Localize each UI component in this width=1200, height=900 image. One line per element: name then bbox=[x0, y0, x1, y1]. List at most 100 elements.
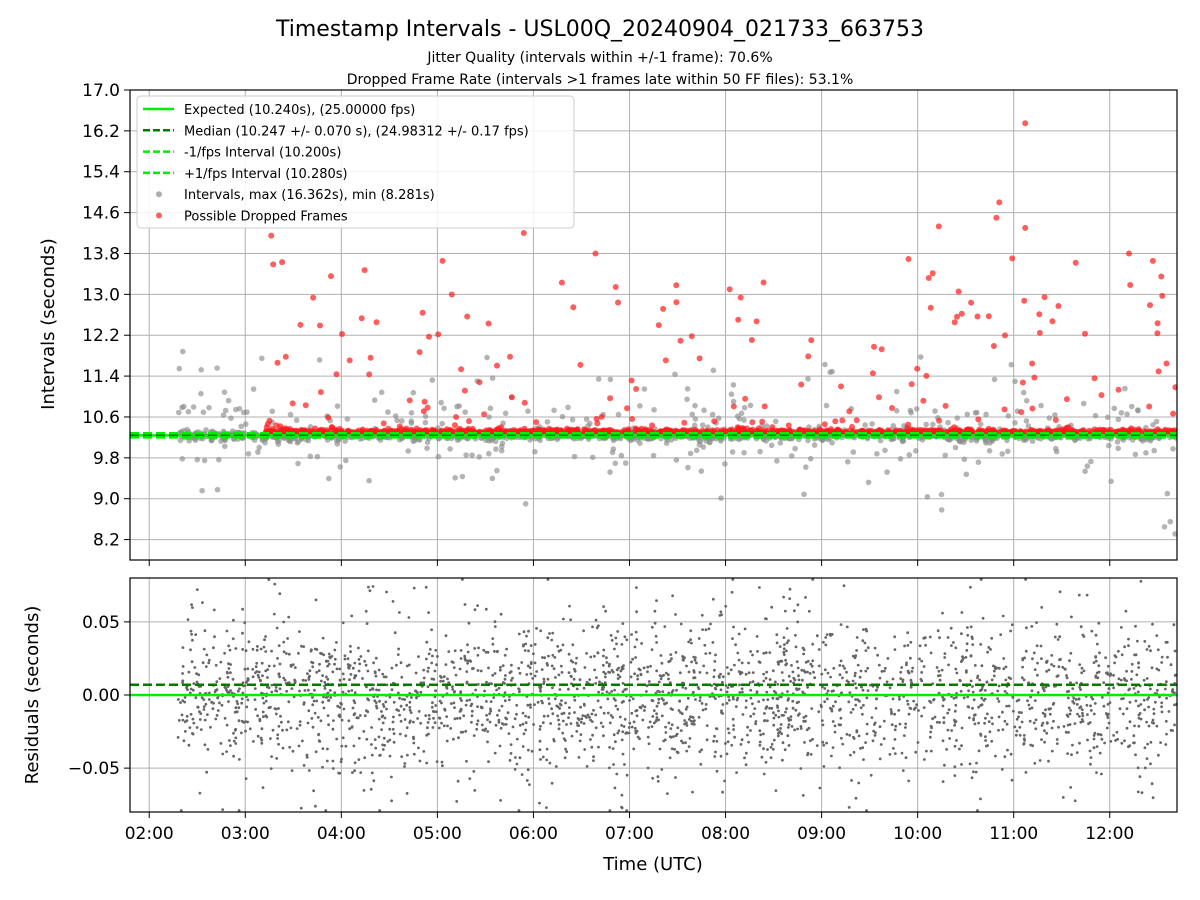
residual-point bbox=[802, 716, 806, 719]
residual-point bbox=[1173, 703, 1176, 707]
residual-point bbox=[527, 629, 530, 633]
residual-point bbox=[897, 709, 901, 712]
residual-point bbox=[500, 704, 504, 708]
residual-point bbox=[1013, 725, 1017, 729]
residual-point bbox=[375, 688, 378, 692]
dropped-frame-point bbox=[282, 353, 289, 360]
interval-point bbox=[410, 389, 417, 396]
residual-point bbox=[697, 715, 701, 719]
residual-point bbox=[282, 650, 286, 654]
residual-point bbox=[698, 671, 702, 674]
residual-point bbox=[700, 748, 704, 752]
residual-point bbox=[259, 647, 263, 651]
interval-point bbox=[609, 449, 616, 456]
residual-point bbox=[774, 713, 778, 717]
residual-point bbox=[694, 656, 697, 659]
dropped-frame-point bbox=[494, 362, 500, 369]
residual-point bbox=[470, 714, 474, 718]
residual-point bbox=[328, 655, 332, 659]
residual-point bbox=[954, 646, 958, 650]
residual-point bbox=[647, 726, 650, 729]
residual-point bbox=[820, 705, 823, 709]
residual-point bbox=[751, 671, 755, 674]
bottom-x-tick-label: 09:00 bbox=[797, 824, 846, 844]
dropped-frame-point bbox=[317, 389, 324, 396]
residual-point bbox=[418, 759, 422, 763]
interval-point bbox=[243, 421, 249, 427]
dropped-frame-point bbox=[905, 421, 912, 428]
residual-point bbox=[979, 578, 983, 581]
residual-point bbox=[1061, 796, 1065, 799]
residual-point bbox=[237, 719, 241, 723]
residual-point bbox=[590, 712, 594, 716]
dropped-frame-point bbox=[1029, 405, 1036, 412]
interval-point bbox=[673, 457, 680, 463]
residual-point bbox=[807, 609, 811, 613]
residual-point bbox=[629, 675, 633, 679]
residual-point bbox=[234, 727, 238, 731]
residual-point bbox=[545, 662, 549, 665]
dropped-frame-point bbox=[451, 422, 458, 429]
residual-point bbox=[181, 665, 185, 668]
residual-point bbox=[281, 746, 285, 750]
residual-point bbox=[1080, 671, 1084, 675]
residual-point bbox=[1085, 593, 1089, 597]
residual-point bbox=[778, 645, 782, 648]
residual-point bbox=[712, 675, 716, 679]
top-y-tick-label: 9.8 bbox=[93, 449, 120, 469]
residual-point bbox=[1040, 738, 1043, 741]
interval-point bbox=[316, 357, 323, 363]
residual-point bbox=[908, 706, 912, 710]
residual-point bbox=[616, 630, 620, 633]
residual-point bbox=[243, 684, 247, 687]
residual-point bbox=[787, 719, 791, 722]
dropped-frame-point bbox=[317, 322, 323, 329]
residual-point bbox=[747, 671, 751, 675]
residual-point bbox=[950, 644, 953, 647]
residual-point bbox=[466, 650, 470, 654]
dropped-frame-point bbox=[853, 417, 860, 424]
residual-point bbox=[646, 670, 649, 674]
residual-point bbox=[659, 677, 663, 681]
residual-point bbox=[1010, 778, 1014, 782]
residual-point bbox=[721, 680, 724, 684]
residual-point bbox=[214, 717, 218, 721]
residual-point bbox=[341, 736, 345, 740]
residual-point bbox=[473, 608, 477, 612]
residual-point bbox=[1081, 720, 1085, 723]
residual-point bbox=[712, 739, 715, 743]
dropped-frame-point bbox=[935, 223, 942, 230]
residual-point bbox=[1036, 661, 1039, 665]
residual-point bbox=[862, 628, 865, 631]
residual-point bbox=[542, 680, 546, 683]
residual-point bbox=[987, 720, 991, 724]
residual-point bbox=[978, 678, 982, 682]
interval-point bbox=[850, 449, 857, 455]
dropped-frame-point bbox=[502, 429, 509, 436]
residual-point bbox=[181, 718, 185, 722]
residual-point bbox=[229, 663, 233, 666]
interval-point bbox=[269, 408, 276, 415]
residual-point bbox=[781, 679, 785, 682]
residual-point bbox=[338, 667, 342, 671]
interval-point bbox=[589, 454, 596, 461]
residual-point bbox=[701, 708, 705, 712]
residual-point bbox=[219, 660, 223, 664]
residual-point bbox=[453, 717, 457, 721]
residual-point bbox=[201, 601, 204, 604]
residual-point bbox=[768, 685, 772, 689]
residual-point bbox=[480, 723, 484, 727]
residual-point bbox=[431, 726, 435, 729]
residual-point bbox=[273, 582, 277, 586]
residual-point bbox=[705, 738, 709, 742]
dropped-frame-point bbox=[951, 424, 958, 431]
residual-point bbox=[893, 635, 897, 639]
residual-point bbox=[821, 723, 825, 727]
interval-point bbox=[829, 439, 835, 446]
interval-point bbox=[238, 423, 244, 430]
residual-point bbox=[946, 728, 950, 732]
residual-point bbox=[614, 740, 617, 744]
residual-point bbox=[925, 749, 928, 753]
dropped-frame-point bbox=[628, 377, 635, 384]
bottom-x-tick-label: 04:00 bbox=[317, 824, 366, 844]
